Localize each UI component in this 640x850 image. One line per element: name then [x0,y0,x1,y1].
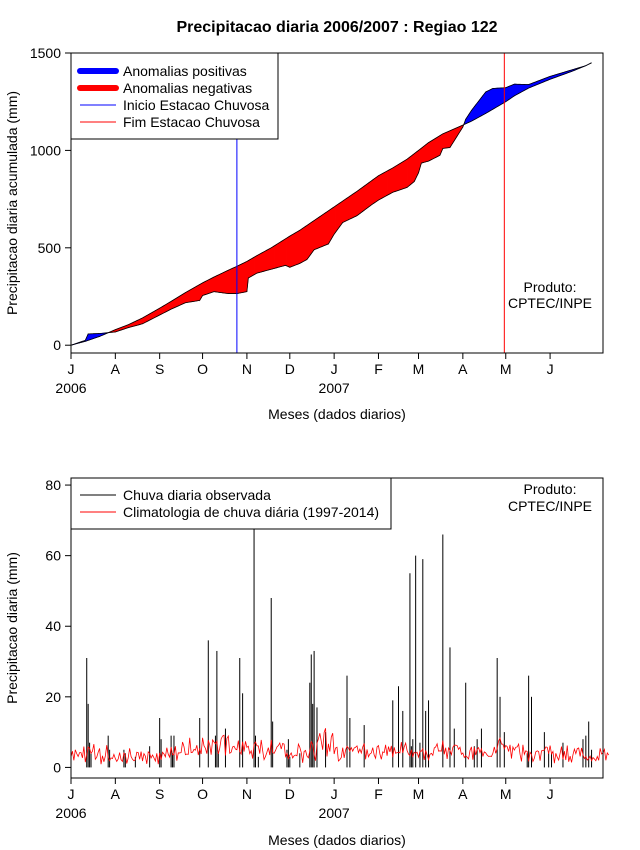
y-tick-label: 20 [45,689,61,705]
x-axis-label: Meses (dados diarios) [268,406,406,422]
x-tick-label: M [500,786,512,802]
y-tick-label: 40 [45,618,61,634]
y-tick-label: 500 [38,240,62,256]
x-tick-label: A [111,361,121,377]
legend-label-climatology: Climatologia de chuva diária (1997-2014) [123,504,379,520]
legend-box [70,52,279,140]
x-tick-label: M [413,786,425,802]
x-tick-label: J [68,361,75,377]
x-tick-label: J [331,361,338,377]
x-tick-label: N [242,361,252,377]
y-tick-label: 1000 [30,142,61,158]
legend: Chuva diaria observada Climatologia de c… [70,477,392,530]
x-tick-label: J [331,786,338,802]
y-tick-label: 0 [53,337,61,353]
x-tick-label: J [68,786,75,802]
climatology-daily-line [70,728,610,765]
x-tick-label: S [155,786,164,802]
x-tick-label: D [285,786,295,802]
y-axis-label: Precipitacao diaria (mm) [4,552,20,704]
year-label: 2006 [55,805,86,821]
year-label: 2007 [319,380,350,396]
plot-frame [70,52,604,354]
x-tick-label: M [500,361,512,377]
x-tick-label: A [458,361,468,377]
x-tick-label: F [374,786,383,802]
x-axis-label: Meses (dados diarios) [268,832,406,848]
legend-label-start: Inicio Estacao Chuvosa [123,97,270,113]
y-tick-label: 1500 [30,45,61,61]
annotation-cptec: CPTEC/INPE [508,498,592,514]
chart-title: Precipitacao diaria 2006/2007 : Regiao 1… [176,19,497,36]
daily-chart: 0 20 40 60 80 J A S O N D J F M A M J 2006 2007 Meses (da… [4,477,610,848]
annotation-cptec: CPTEC/INPE [508,295,592,311]
y-tick-label: 60 [45,548,61,564]
y-axis-label: Precipitacao diaria acumulada (mm) [4,91,20,315]
x-tick-label: A [458,786,468,802]
y-tick-label: 0 [53,759,61,775]
x-tick-label: J [547,786,554,802]
annotation-produto: Produto: [524,279,577,295]
legend-label-end: Fim Estacao Chuvosa [123,114,260,130]
x-tick-label: D [285,361,295,377]
legend-box [70,477,392,530]
x-axis: J A S O N D J F M A M J 2006 2007 [55,353,554,396]
x-axis: J A S O N D J F M A M J 2006 2007 [55,778,554,821]
x-tick-label: J [547,361,554,377]
y-axis: 0 500 1000 1500 [30,45,71,353]
legend-label-observed: Chuva diaria observada [123,487,271,503]
y-tick-label: 80 [45,477,61,493]
legend-label-negative: Anomalias negativas [123,80,252,96]
x-tick-label: S [155,361,164,377]
x-tick-label: F [374,361,383,377]
observed-rain-bars [86,520,593,768]
x-tick-label: O [197,786,208,802]
x-tick-label: O [197,361,208,377]
y-axis: 0 20 40 60 80 [45,477,71,775]
x-tick-label: N [242,786,252,802]
cumulative-chart: 0 500 1000 1500 J A S O N D J F M A M J 2006 2007 Meses … [4,45,604,422]
legend: Anomalias positivas Anomalias negativas … [70,52,279,140]
x-tick-label: A [111,786,121,802]
year-label: 2006 [55,380,86,396]
legend-label-positive: Anomalias positivas [123,63,247,79]
annotation-produto: Produto: [524,481,577,497]
x-tick-label: M [413,361,425,377]
year-label: 2007 [319,805,350,821]
